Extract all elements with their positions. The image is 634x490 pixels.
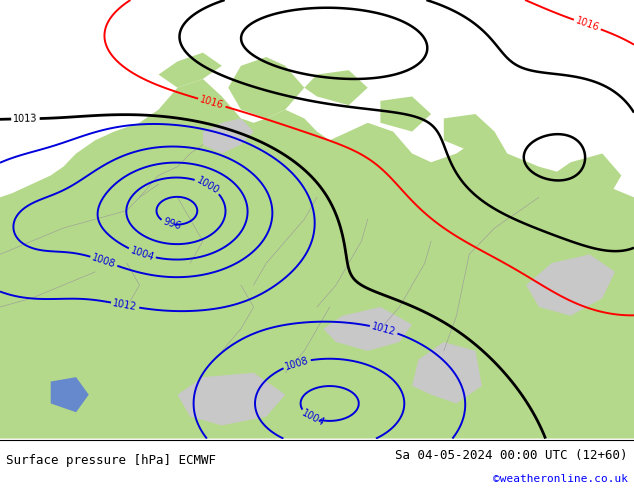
- Text: Surface pressure [hPa] ECMWF: Surface pressure [hPa] ECMWF: [6, 454, 216, 466]
- Polygon shape: [51, 377, 89, 412]
- Text: 1008: 1008: [283, 355, 310, 371]
- Text: 1000: 1000: [195, 175, 221, 196]
- Text: 1013: 1013: [13, 114, 38, 124]
- Polygon shape: [0, 79, 634, 439]
- Text: 1004: 1004: [129, 245, 155, 263]
- Polygon shape: [203, 119, 254, 153]
- Polygon shape: [158, 52, 222, 88]
- Text: 1012: 1012: [371, 321, 397, 337]
- Text: 1004: 1004: [301, 408, 327, 428]
- Text: 1016: 1016: [574, 16, 600, 33]
- Polygon shape: [552, 153, 621, 211]
- Polygon shape: [571, 220, 634, 272]
- Text: ©weatheronline.co.uk: ©weatheronline.co.uk: [493, 474, 628, 484]
- Polygon shape: [304, 70, 368, 105]
- Text: Sa 04-05-2024 00:00 UTC (12+60): Sa 04-05-2024 00:00 UTC (12+60): [395, 448, 628, 462]
- Polygon shape: [526, 254, 615, 316]
- Polygon shape: [178, 373, 285, 425]
- Text: 1012: 1012: [112, 298, 138, 312]
- Text: 1008: 1008: [91, 252, 117, 270]
- Text: 1016: 1016: [198, 95, 225, 111]
- Polygon shape: [412, 342, 482, 403]
- Polygon shape: [323, 307, 412, 351]
- Text: 996: 996: [162, 217, 182, 232]
- Polygon shape: [380, 97, 431, 132]
- Polygon shape: [444, 114, 495, 153]
- Polygon shape: [228, 57, 304, 119]
